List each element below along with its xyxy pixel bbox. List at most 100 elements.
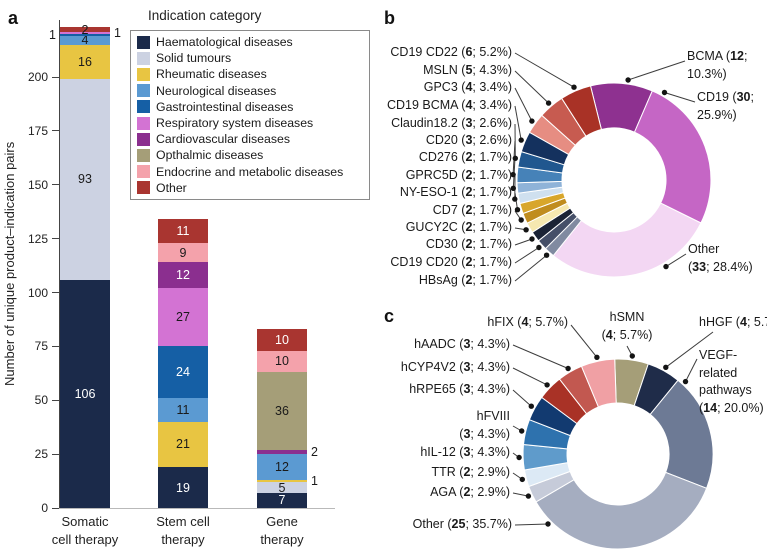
y-tick-label: 25 (34, 447, 48, 462)
y-tick-mark (52, 130, 59, 132)
slice-label: CD19 (30; 25.9%) (697, 90, 754, 122)
slice-label: VEGF-related pathways (14; 20.0%) (699, 348, 764, 415)
legend-item: Cardiovascular diseases (137, 132, 290, 146)
leader-dot (518, 217, 524, 223)
bar-segment-value: 19 (176, 480, 190, 495)
leader-dot (629, 353, 635, 359)
legend-item: Neurological diseases (137, 84, 276, 98)
bar-segment (158, 288, 208, 347)
legend-item-label: Respiratory system diseases (156, 116, 314, 130)
leader-line (514, 523, 549, 526)
leader-dot (510, 185, 516, 191)
bar-segment (158, 421, 208, 468)
bar-segment-value: 36 (275, 404, 289, 419)
legend-swatch (137, 51, 150, 65)
leader-line (512, 367, 548, 386)
legend-swatch (137, 35, 150, 49)
bar-segment (257, 329, 307, 351)
legend-item: Haematological diseases (137, 35, 293, 49)
bar-segment (257, 454, 307, 480)
bar-segment-value: 21 (176, 437, 190, 452)
slice-label: HBsAg (2; 1.7%) (418, 273, 512, 287)
slice-label: CD276 (2; 1.7%) (418, 150, 512, 164)
legend-item: Rheumatic diseases (137, 67, 267, 81)
slice-label: hRPE65 (3; 4.3%) (409, 382, 510, 396)
bar-segment (60, 36, 110, 45)
bar-segment-value: 4 (81, 33, 89, 48)
leader-line (514, 254, 547, 282)
leader-dot (519, 476, 525, 483)
legend-item-label: Cardiovascular diseases (156, 132, 290, 147)
leader-dot (661, 89, 668, 96)
y-tick-mark (52, 453, 59, 455)
bar-category-label: Somatic cell therapy (51, 514, 119, 547)
leader-line (685, 358, 698, 382)
leader-line (512, 344, 569, 369)
legend-swatch (137, 84, 150, 98)
bar-segment (257, 479, 307, 483)
bar-segment (60, 79, 110, 280)
legend-item-label: Solid tumours (156, 51, 232, 66)
bar-segment (257, 492, 307, 508)
slice-label: AGA (2; 2.9%) (430, 485, 510, 499)
slice-label: GUCY2C (2; 1.7%) (405, 220, 512, 234)
y-axis-line (59, 20, 60, 508)
leader-line (514, 247, 540, 264)
y-tick-label: 200 (27, 70, 48, 84)
leader-line (665, 331, 714, 368)
leader-dot (516, 454, 522, 461)
bar-segment-value: 7 (278, 493, 286, 508)
bar-segment (60, 27, 110, 32)
slice-label: CD19 CD20 (2; 1.7%) (390, 255, 512, 269)
legend-item-label: Rheumatic diseases (156, 67, 267, 82)
donut-slice-hfix (580, 358, 617, 408)
bar-segment (158, 262, 208, 289)
leader-dot (544, 382, 550, 388)
bar-segment (60, 31, 110, 34)
legend-item-label: Gastrointestinal diseases (156, 99, 294, 114)
bar-segment-value: 11 (176, 402, 190, 417)
leader-dot (565, 365, 571, 372)
slice-label: CD20 (3; 2.6%) (425, 133, 512, 147)
leader-dot (528, 403, 534, 409)
slice-label: BCMA (12; 10.3%) (687, 49, 748, 81)
leader-dot (529, 118, 535, 124)
leader-line (570, 324, 598, 358)
bar-segment-value: 10 (275, 332, 289, 347)
slice-label: Claudin18.2 (3; 2.6%) (391, 116, 512, 130)
leader-dot (523, 227, 529, 233)
leader-dot (543, 252, 550, 258)
bar-segment (60, 33, 110, 37)
donut-slice-other (535, 471, 708, 550)
leader-dot (525, 493, 532, 499)
slice-label: Other (33; 28.4%) (688, 242, 753, 274)
legend-swatch (137, 132, 150, 146)
legend-item: Respiratory system diseases (137, 116, 313, 130)
bar-segment-value: 9 (179, 245, 187, 260)
leader-line (514, 87, 533, 122)
bar-segment (257, 372, 307, 450)
leader-dot (663, 364, 669, 370)
bar-segment (257, 449, 307, 455)
donut-slice-other (552, 202, 702, 278)
slice-label: hHGF (4; 5.7%) (699, 315, 767, 329)
leader-dot (518, 137, 524, 143)
legend-item: Gastrointestinal diseases (137, 100, 293, 114)
y-tick-label: 100 (27, 285, 48, 300)
leader-line (514, 52, 575, 88)
bar-segment-value: 11 (176, 224, 190, 239)
leader-dot (545, 521, 551, 527)
legend-item-label: Endocrine and metabolic diseases (156, 164, 344, 179)
y-tick-label: 125 (27, 231, 48, 246)
bar-segment (60, 279, 110, 508)
leader-line (514, 105, 522, 141)
leader-dot (536, 244, 542, 251)
y-tick-label: 75 (34, 339, 48, 354)
panel-a-letter: a (8, 8, 19, 28)
slice-label: hSMN (4; 5.7%) (601, 310, 653, 342)
y-tick-label: 175 (27, 123, 48, 138)
leader-line (514, 238, 533, 246)
legend-swatch (137, 165, 150, 179)
slice-label: TTR (2; 2.9%) (431, 465, 511, 479)
